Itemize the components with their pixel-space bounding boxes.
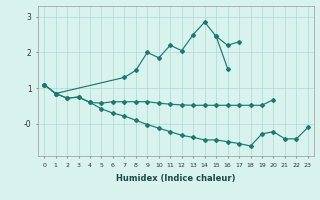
X-axis label: Humidex (Indice chaleur): Humidex (Indice chaleur) xyxy=(116,174,236,183)
